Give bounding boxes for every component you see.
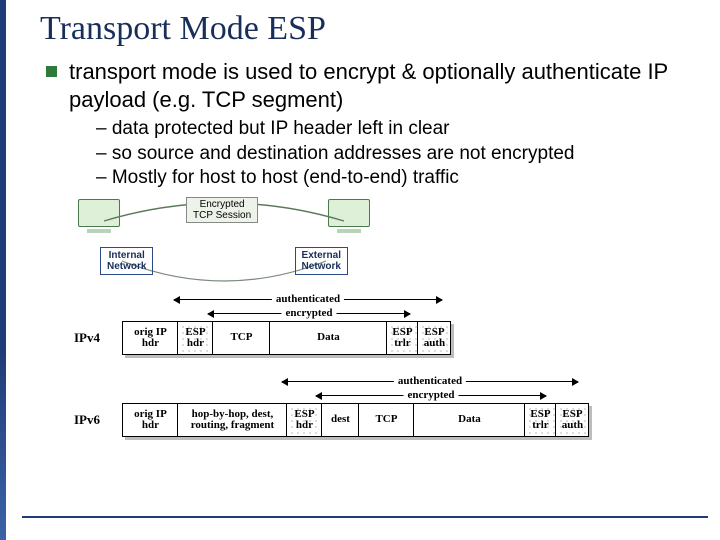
network-diagram: Encrypted TCP Session Internal Network E… xyxy=(74,197,374,283)
auth-span-label: authenticated xyxy=(394,375,466,387)
packet-cell: TCP xyxy=(358,404,413,436)
enc-span-label: encrypted xyxy=(281,307,336,319)
ipv4-packet: orig IP hdrESP hdrTCPDataESP trlrESP aut… xyxy=(122,321,451,355)
slide: Transport Mode ESP transport mode is use… xyxy=(0,0,720,465)
bullet-square-icon xyxy=(46,66,57,77)
sub-bullet: data protected but IP header left in cle… xyxy=(96,117,690,142)
packet-cell: dest xyxy=(321,404,358,436)
page-title: Transport Mode ESP xyxy=(40,10,690,48)
packet-cell: Data xyxy=(269,322,386,354)
ipv4-section: authenticated encrypted IPv4 orig IP hdr… xyxy=(74,291,690,355)
packet-cell: ESP trlr xyxy=(524,404,555,436)
bottom-rule xyxy=(22,516,708,518)
ipv4-label: IPv4 xyxy=(74,330,118,346)
internal-network-label: Internal Network xyxy=(100,247,153,275)
ipv6-section: authenticated encrypted IPv6 orig IP hdr… xyxy=(74,373,690,437)
auth-span-label: authenticated xyxy=(272,293,344,305)
packet-cell: orig IP hdr xyxy=(122,404,177,436)
arc-label: Encrypted TCP Session xyxy=(186,197,258,223)
main-bullet-text: transport mode is used to encrypt & opti… xyxy=(69,58,690,113)
packet-cell: ESP trlr xyxy=(386,322,417,354)
packet-cell: ESP auth xyxy=(417,322,451,354)
packet-cell: hop-by-hop, dest, routing, fragment xyxy=(177,404,286,436)
arc-label-line: Encrypted xyxy=(200,199,245,210)
packet-cell: ESP auth xyxy=(555,404,589,436)
ipv6-span-diagram: authenticated encrypted xyxy=(120,373,680,403)
sub-bullet-list: data protected but IP header left in cle… xyxy=(96,117,690,191)
ipv6-label: IPv6 xyxy=(74,412,118,428)
ipv4-span-diagram: authenticated encrypted xyxy=(120,291,680,321)
sub-bullet: Mostly for host to host (end-to-end) tra… xyxy=(96,166,690,191)
packet-cell: TCP xyxy=(212,322,269,354)
enc-span-label: encrypted xyxy=(403,389,458,401)
packet-cell: orig IP hdr xyxy=(122,322,177,354)
sub-bullet: so source and destination addresses are … xyxy=(96,142,690,167)
main-bullet: transport mode is used to encrypt & opti… xyxy=(40,58,690,113)
arc-label-line: TCP Session xyxy=(193,210,251,221)
ipv6-packet: orig IP hdrhop-by-hop, dest, routing, fr… xyxy=(122,403,589,437)
external-network-label: External Network xyxy=(295,247,348,275)
packet-cell: ESP hdr xyxy=(286,404,321,436)
diagram-area: Encrypted TCP Session Internal Network E… xyxy=(74,197,690,437)
packet-cell: ESP hdr xyxy=(177,322,212,354)
packet-cell: Data xyxy=(413,404,524,436)
